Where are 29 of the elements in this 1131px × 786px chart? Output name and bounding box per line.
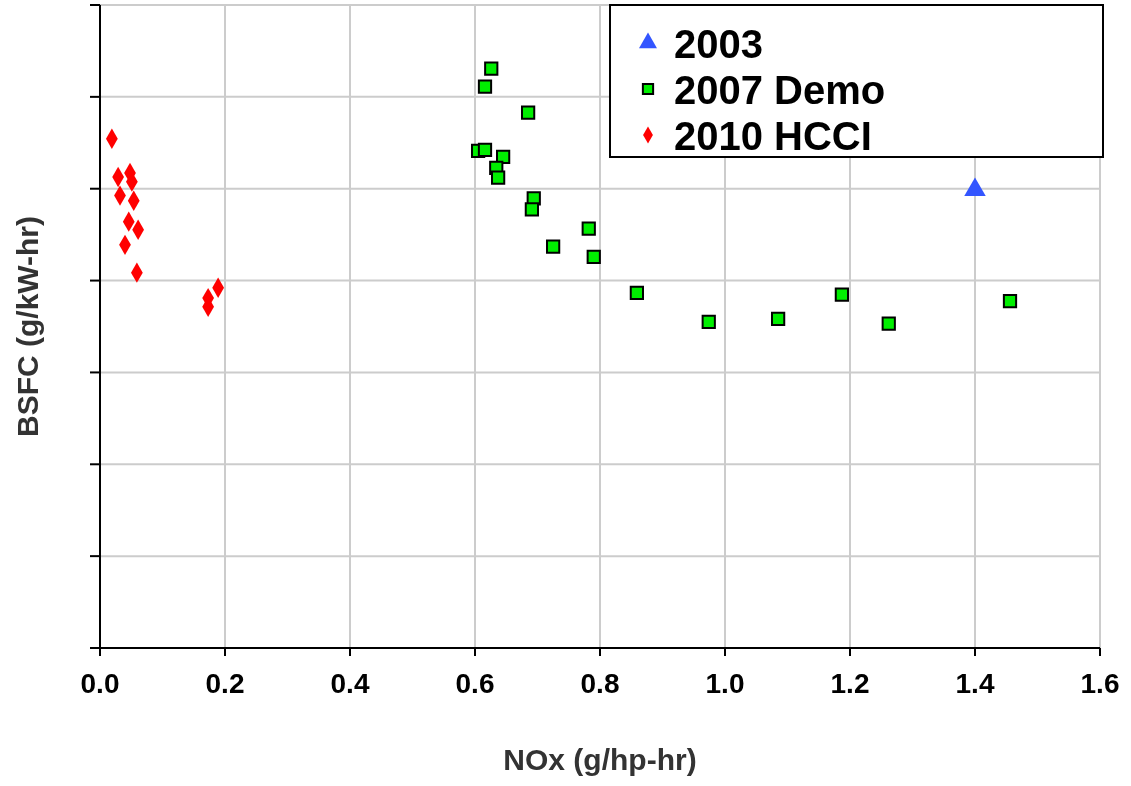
point: [477, 142, 493, 157]
point: [881, 316, 896, 331]
point: [477, 79, 493, 94]
x-tick-label: 0.2: [205, 668, 245, 699]
point: [524, 202, 539, 217]
x-tick-label: 1.6: [1080, 668, 1120, 699]
x-tick-label: 1.4: [955, 668, 995, 699]
x-tick-label: 0.4: [330, 668, 370, 699]
legend-label: 2007 Demo: [674, 68, 886, 112]
point: [521, 105, 536, 120]
point: [484, 61, 499, 76]
x-tick-label: 1.0: [705, 668, 745, 699]
legend-label: 2003: [674, 22, 763, 66]
point: [701, 314, 716, 329]
x-tick-label: 1.2: [830, 668, 870, 699]
x-tick-label: 0.0: [80, 668, 120, 699]
point: [546, 239, 561, 254]
point: [629, 285, 644, 301]
point: [771, 311, 786, 327]
y-axis-title: BSFC (g/kW-hr): [11, 215, 44, 438]
legend-label: 2010 HCCI: [674, 114, 872, 158]
x-axis-title: NOx (g/hp-hr): [503, 743, 697, 776]
point: [581, 221, 596, 236]
point: [586, 249, 601, 265]
x-tick-label: 0.6: [455, 668, 495, 699]
point: [1002, 293, 1018, 309]
point: [491, 170, 506, 185]
x-tick-label: 0.8: [580, 668, 620, 699]
point: [834, 287, 849, 302]
